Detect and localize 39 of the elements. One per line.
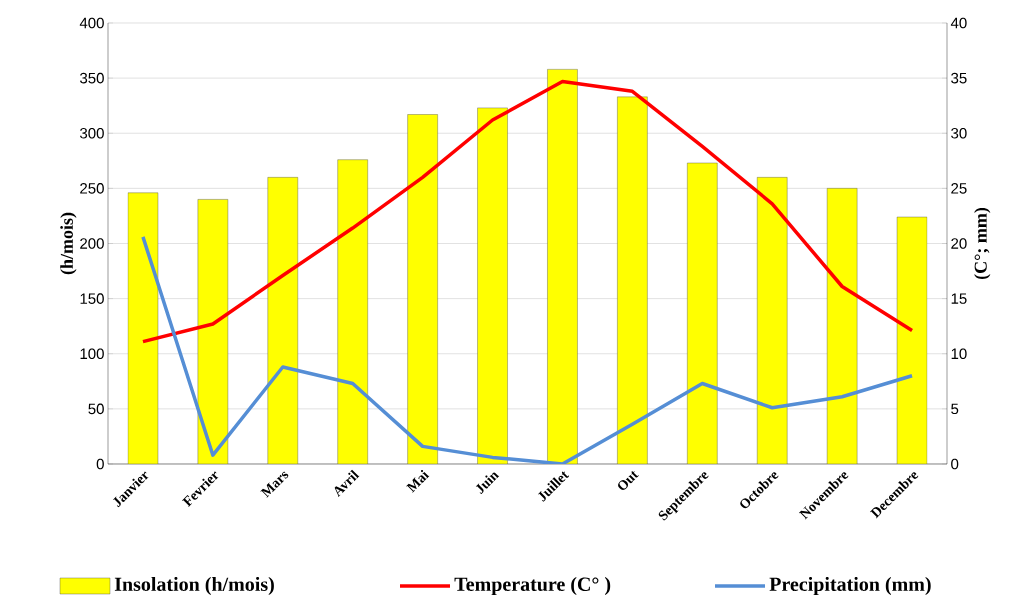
- bar: [337, 159, 368, 464]
- y2-axis-title: (C°; mm): [974, 207, 991, 280]
- x-tick-label: Mai: [406, 470, 430, 493]
- y2-tick-label: 20: [951, 238, 967, 249]
- y2-tick-label: 30: [951, 127, 967, 139]
- y-axis-title: (h/mois): [60, 212, 77, 275]
- bar: [267, 177, 298, 464]
- y-tick-label: 250: [80, 183, 104, 194]
- bar: [547, 69, 578, 464]
- y-tick-label: 0: [96, 458, 104, 470]
- line-series: [141, 79, 914, 344]
- bar: [757, 177, 788, 464]
- y2-tick-label: 35: [951, 72, 967, 84]
- y-tick-label: 200: [80, 238, 104, 249]
- y2-tick-label: 5: [951, 403, 959, 415]
- bar: [127, 192, 159, 464]
- y2-tick-label: 25: [951, 183, 967, 194]
- y-tick-label: 400: [79, 17, 104, 29]
- y-tick-label: 100: [80, 348, 104, 360]
- legend-label: Insolation (h/mois): [114, 576, 274, 596]
- bar: [687, 162, 718, 464]
- y2-tick-label: 10: [951, 348, 967, 360]
- y2-tick-label: 40: [950, 17, 967, 29]
- bar: [826, 188, 858, 464]
- bar: [896, 216, 928, 464]
- legend-label: Temperature (C° ): [454, 576, 611, 596]
- x-tick-label: Out: [618, 471, 639, 490]
- bar: [617, 96, 648, 464]
- y2-tick-label: 15: [951, 293, 967, 304]
- bar: [477, 107, 508, 464]
- y-tick-label: 350: [80, 72, 104, 84]
- x-tick-label: Juin: [475, 472, 500, 495]
- line-series: [141, 235, 914, 464]
- y-tick-label: 150: [80, 293, 104, 304]
- bar: [407, 114, 438, 464]
- y-tick-label: 50: [88, 403, 104, 415]
- legend-label: Precipitation (mm): [769, 576, 931, 596]
- y2-tick-label: 0: [951, 458, 959, 470]
- y-tick-label: 300: [80, 127, 104, 139]
